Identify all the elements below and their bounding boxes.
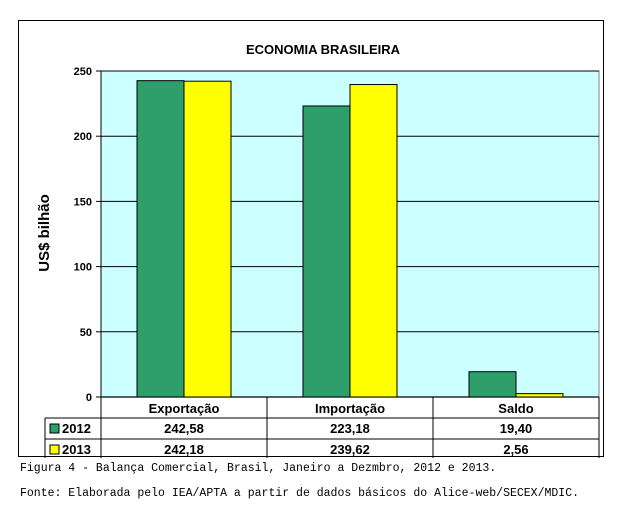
y-axis-label: US$ bilhão — [36, 194, 53, 272]
legend-key-2013 — [49, 444, 60, 455]
y-tick-label: 50 — [80, 327, 92, 339]
category-label: Exportação — [149, 401, 220, 416]
data-label: 2,56 — [503, 442, 528, 457]
data-label: 242,58 — [164, 421, 204, 436]
source-note: Fonte: Elaborada pelo IEA/APTA a partir … — [20, 487, 579, 500]
y-tick-label: 100 — [74, 262, 92, 274]
bar-2012-2 — [468, 371, 517, 398]
legend-key-2012 — [49, 423, 60, 434]
category-label: Saldo — [498, 401, 533, 416]
bar-2012-1 — [302, 105, 351, 398]
bar-2013-2 — [515, 393, 564, 398]
legend-label-2012: 2012 — [62, 421, 91, 436]
bar-2013-0 — [183, 80, 232, 398]
bar-2013-1 — [349, 84, 398, 398]
category-label: Importação — [315, 401, 385, 416]
legend-label-2013: 2013 — [62, 442, 91, 457]
chart-title: ECONOMIA BRASILEIRA — [246, 42, 401, 57]
chart-frame: ECONOMIA BRASILEIRA US$ bilhão 0 50 100 150… — [18, 20, 604, 458]
bar-chart: ECONOMIA BRASILEIRA US$ bilhão 0 50 100 150… — [36, 42, 600, 458]
data-label: 242,18 — [164, 442, 204, 457]
data-label: 223,18 — [330, 421, 370, 436]
y-tick-label: 250 — [74, 66, 92, 78]
figure-caption: Figura 4 - Balança Comercial, Brasil, Ja… — [20, 462, 497, 475]
data-label: 239,62 — [330, 442, 370, 457]
y-tick-label: 0 — [86, 392, 92, 404]
data-label: 19,40 — [500, 421, 533, 436]
y-tick-label: 150 — [74, 196, 92, 208]
bar-2012-0 — [136, 80, 185, 398]
y-tick-label: 200 — [74, 131, 92, 143]
